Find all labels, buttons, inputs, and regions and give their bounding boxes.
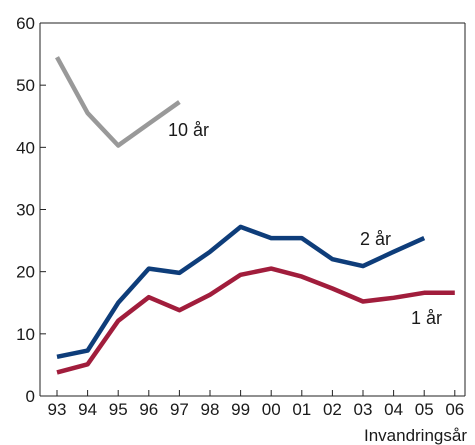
x-tick-label: 94 (78, 400, 97, 419)
y-tick-label: 20 (16, 263, 35, 282)
y-tick-label: 60 (16, 14, 35, 33)
series-line-2-r-1 (56, 224, 426, 360)
series-line-1-r-2 (56, 266, 455, 375)
x-tick-label: 93 (48, 400, 67, 419)
x-tick-label: 03 (354, 400, 373, 419)
x-tick-label: 98 (201, 400, 220, 419)
series-line-10-r-0 (55, 56, 181, 148)
x-axis-label: Invandringsår (364, 426, 467, 445)
x-tick-label: 05 (415, 400, 434, 419)
y-tick-label: 40 (16, 138, 35, 157)
y-tick-label: 10 (16, 325, 35, 344)
x-tick-label: 02 (323, 400, 342, 419)
x-tick-label: 04 (384, 400, 403, 419)
y-tick-label: 0 (26, 387, 35, 406)
series-labels: 10 år 2 år 1 år (168, 120, 442, 328)
x-tick-label: 95 (109, 400, 128, 419)
y-tick-label: 50 (16, 76, 35, 95)
x-tick-label: 99 (231, 400, 250, 419)
x-tick-label: 96 (139, 400, 158, 419)
x-tick-label: 00 (262, 400, 281, 419)
series-label: 2 år (360, 229, 391, 249)
series-label: 1 år (411, 308, 442, 328)
y-axis-ticks: 0 10 20 30 40 50 60 (16, 14, 46, 406)
x-axis-ticks: 93 94 95 96 97 98 99 00 01 02 03 04 05 06 (48, 390, 464, 419)
x-tick-label: 06 (445, 400, 464, 419)
series-label: 10 år (168, 120, 209, 140)
x-tick-label: 97 (170, 400, 189, 419)
series-lines (55, 56, 455, 375)
y-tick-label: 30 (16, 201, 35, 220)
x-tick-label: 01 (292, 400, 311, 419)
